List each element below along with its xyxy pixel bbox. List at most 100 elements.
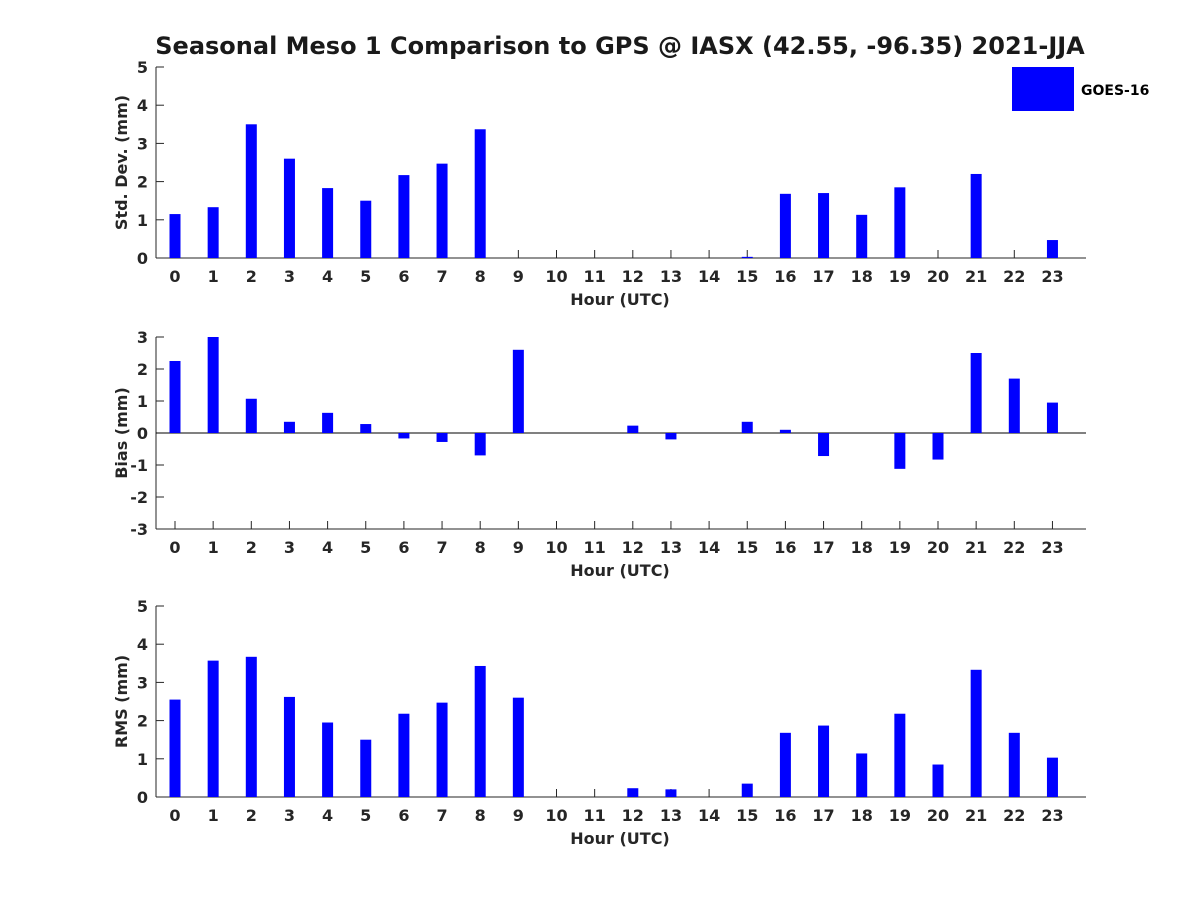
- y-tick-label: 2: [137, 173, 148, 192]
- bar-hour-4: [322, 412, 334, 433]
- y-tick-label: 0: [137, 424, 148, 443]
- x-tick-label: 23: [1041, 267, 1063, 286]
- x-tick-label: 11: [584, 267, 606, 286]
- bar-hour-20: [932, 764, 944, 797]
- bar-hour-13: [665, 433, 677, 440]
- x-tick-label: 16: [774, 538, 796, 557]
- bar-hour-19: [894, 713, 906, 797]
- x-tick-label: 4: [322, 806, 333, 825]
- x-tick-label: 15: [736, 267, 758, 286]
- x-tick-label: 19: [889, 538, 911, 557]
- bar-hour-6: [398, 713, 410, 797]
- bar-hour-0: [169, 361, 181, 433]
- x-tick-label: 18: [851, 538, 873, 557]
- x-tick-label: 12: [622, 538, 644, 557]
- y-tick-label: -1: [130, 456, 148, 475]
- bar-hour-7: [436, 163, 448, 258]
- x-tick-label: 7: [436, 806, 447, 825]
- bar-hour-15: [741, 256, 753, 258]
- bar-hour-3: [283, 421, 295, 433]
- x-tick-label: 14: [698, 806, 720, 825]
- bar-hour-16: [779, 732, 791, 797]
- y-axis-label: Std. Dev. (mm): [112, 95, 131, 230]
- bar-hour-2: [245, 398, 257, 433]
- legend-label: GOES-16: [1081, 83, 1149, 99]
- y-tick-label: 3: [137, 328, 148, 347]
- bar-hour-18: [856, 753, 868, 797]
- x-tick-label: 21: [965, 806, 987, 825]
- y-tick-label: 5: [137, 597, 148, 616]
- x-tick-label: 6: [398, 538, 409, 557]
- bar-hour-4: [322, 722, 334, 797]
- bar-hour-9: [512, 697, 524, 797]
- bar-hour-8: [474, 129, 486, 258]
- x-tick-label: 10: [545, 806, 567, 825]
- y-tick-label: -3: [130, 520, 148, 539]
- bar-hour-16: [779, 429, 791, 433]
- y-tick-label: -2: [130, 488, 148, 507]
- bar-hour-16: [779, 193, 791, 258]
- bar-hour-2: [245, 656, 257, 797]
- legend-swatch: [1012, 67, 1074, 111]
- x-tick-label: 11: [584, 538, 606, 557]
- bar-hour-7: [436, 702, 448, 797]
- bar-hour-13: [665, 789, 677, 797]
- x-tick-label: 2: [246, 806, 257, 825]
- bar-hour-19: [894, 433, 906, 469]
- x-tick-label: 9: [513, 267, 524, 286]
- bar-hour-1: [207, 660, 219, 797]
- x-tick-label: 13: [660, 538, 682, 557]
- x-tick-label: 0: [169, 267, 180, 286]
- x-axis-label: Hour (UTC): [570, 829, 670, 848]
- x-tick-label: 0: [169, 538, 180, 557]
- y-tick-label: 2: [137, 712, 148, 731]
- bar-hour-8: [474, 433, 486, 456]
- bar-hour-9: [512, 349, 524, 433]
- y-tick-label: 4: [137, 96, 148, 115]
- bar-hour-17: [818, 725, 830, 797]
- y-axis-label: Bias (mm): [112, 387, 131, 479]
- bar-hour-23: [1046, 402, 1058, 433]
- x-tick-label: 23: [1041, 538, 1063, 557]
- bar-hour-5: [360, 739, 372, 797]
- x-tick-label: 6: [398, 267, 409, 286]
- y-tick-label: 2: [137, 360, 148, 379]
- bar-hour-5: [360, 424, 372, 433]
- x-tick-label: 13: [660, 267, 682, 286]
- x-tick-label: 1: [208, 267, 219, 286]
- x-tick-label: 5: [360, 267, 371, 286]
- x-tick-label: 7: [436, 538, 447, 557]
- x-tick-label: 16: [774, 806, 796, 825]
- bar-hour-15: [741, 421, 753, 433]
- bar-hour-12: [627, 425, 639, 433]
- x-tick-label: 3: [284, 806, 295, 825]
- x-tick-label: 20: [927, 806, 949, 825]
- x-tick-label: 5: [360, 538, 371, 557]
- bar-hour-21: [970, 669, 982, 797]
- bar-hour-21: [970, 173, 982, 258]
- y-tick-label: 1: [137, 392, 148, 411]
- x-tick-label: 20: [927, 267, 949, 286]
- x-tick-label: 9: [513, 538, 524, 557]
- bar-hour-22: [1008, 378, 1020, 433]
- x-tick-label: 2: [246, 267, 257, 286]
- x-tick-label: 0: [169, 806, 180, 825]
- x-tick-label: 21: [965, 538, 987, 557]
- bar-hour-21: [970, 353, 982, 433]
- bar-hour-5: [360, 200, 372, 258]
- x-tick-label: 17: [812, 806, 834, 825]
- x-tick-label: 3: [284, 267, 295, 286]
- x-axis-label: Hour (UTC): [570, 290, 670, 309]
- x-tick-label: 16: [774, 267, 796, 286]
- x-tick-label: 3: [284, 538, 295, 557]
- x-tick-label: 10: [545, 538, 567, 557]
- bar-hour-3: [283, 158, 295, 258]
- x-tick-label: 1: [208, 538, 219, 557]
- bar-hour-15: [741, 783, 753, 797]
- x-tick-label: 21: [965, 267, 987, 286]
- x-tick-label: 19: [889, 806, 911, 825]
- bar-hour-19: [894, 187, 906, 258]
